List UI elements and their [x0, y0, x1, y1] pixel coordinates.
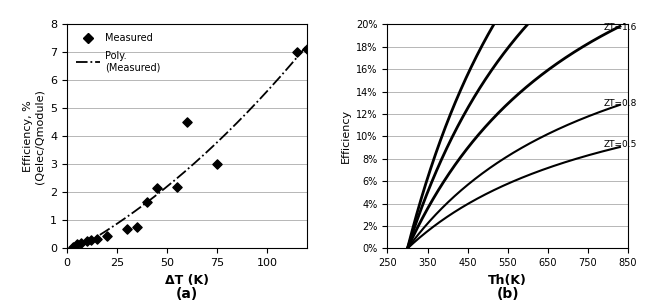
Y-axis label: Efficiency, %
(Qelec/Qmodule): Efficiency, % (Qelec/Qmodule)	[23, 89, 44, 184]
Point	[212, 162, 222, 167]
Y-axis label: Efficiency: Efficiency	[341, 109, 351, 163]
Text: ZT=0.8: ZT=0.8	[604, 99, 637, 108]
Point	[302, 47, 313, 52]
Point	[182, 120, 192, 125]
Point	[92, 236, 102, 241]
Point	[132, 225, 142, 230]
Legend: Measured, Poly.
(Measured): Measured, Poly. (Measured)	[71, 29, 164, 76]
Point	[75, 241, 86, 245]
Point	[292, 50, 303, 55]
Point	[81, 239, 92, 244]
Point	[67, 245, 78, 249]
Point	[71, 242, 82, 247]
Text: (a): (a)	[176, 287, 198, 301]
Point	[86, 238, 96, 242]
Point	[142, 200, 152, 205]
Text: (b): (b)	[496, 287, 519, 301]
Point	[102, 233, 112, 238]
Point	[152, 186, 162, 191]
X-axis label: Th(K): Th(K)	[488, 274, 527, 287]
X-axis label: ΔT (K): ΔT (K)	[165, 274, 209, 287]
Point	[172, 184, 182, 189]
Text: ZT=0.5: ZT=0.5	[604, 140, 637, 149]
Point	[122, 226, 132, 231]
Text: ZT=1.6: ZT=1.6	[604, 23, 637, 32]
